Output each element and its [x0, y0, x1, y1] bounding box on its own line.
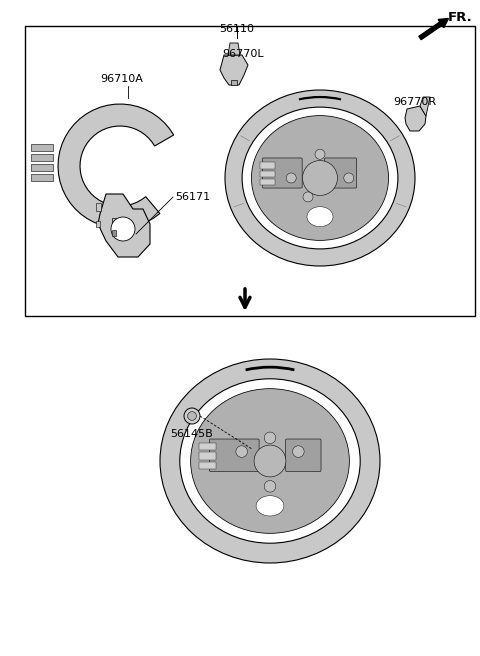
- Bar: [96, 221, 100, 227]
- Bar: [31, 164, 53, 171]
- FancyBboxPatch shape: [209, 439, 259, 472]
- Bar: [96, 203, 101, 211]
- Bar: [260, 171, 275, 176]
- Ellipse shape: [256, 496, 284, 516]
- Circle shape: [286, 173, 296, 183]
- Circle shape: [236, 446, 248, 457]
- Bar: [112, 218, 118, 230]
- Circle shape: [302, 161, 337, 195]
- Bar: [260, 178, 275, 185]
- Ellipse shape: [252, 115, 388, 240]
- Bar: [199, 443, 216, 450]
- Text: 96770R: 96770R: [393, 97, 436, 107]
- Polygon shape: [58, 104, 174, 228]
- Bar: [25, 26, 475, 316]
- Bar: [31, 174, 53, 181]
- FancyArrow shape: [419, 18, 448, 39]
- Circle shape: [344, 173, 354, 183]
- Ellipse shape: [242, 107, 398, 249]
- Text: FR.: FR.: [448, 11, 473, 24]
- Ellipse shape: [307, 207, 333, 227]
- Circle shape: [184, 408, 200, 424]
- Bar: [31, 144, 53, 151]
- Polygon shape: [420, 97, 430, 116]
- FancyBboxPatch shape: [263, 158, 302, 188]
- Text: 56145B: 56145B: [170, 429, 214, 439]
- Polygon shape: [98, 194, 150, 257]
- FancyBboxPatch shape: [324, 158, 357, 188]
- Text: 96770L: 96770L: [222, 49, 264, 59]
- Circle shape: [111, 217, 135, 241]
- Circle shape: [264, 432, 276, 443]
- Bar: [31, 154, 53, 161]
- Polygon shape: [228, 43, 240, 55]
- Bar: [199, 462, 216, 469]
- Ellipse shape: [225, 90, 415, 266]
- FancyBboxPatch shape: [286, 439, 321, 472]
- Bar: [231, 80, 237, 85]
- Bar: [112, 230, 116, 236]
- Bar: [260, 163, 275, 169]
- Text: 56171: 56171: [175, 192, 210, 202]
- Circle shape: [264, 481, 276, 492]
- Bar: [199, 453, 216, 460]
- Ellipse shape: [191, 388, 349, 533]
- Polygon shape: [220, 55, 248, 85]
- Ellipse shape: [160, 359, 380, 563]
- Circle shape: [188, 411, 196, 420]
- Circle shape: [292, 446, 304, 457]
- Circle shape: [254, 445, 286, 477]
- Circle shape: [303, 192, 313, 202]
- Text: 56110: 56110: [219, 24, 254, 34]
- Ellipse shape: [180, 379, 360, 543]
- Text: 96710A: 96710A: [100, 74, 143, 84]
- Circle shape: [315, 150, 325, 159]
- Polygon shape: [405, 106, 426, 131]
